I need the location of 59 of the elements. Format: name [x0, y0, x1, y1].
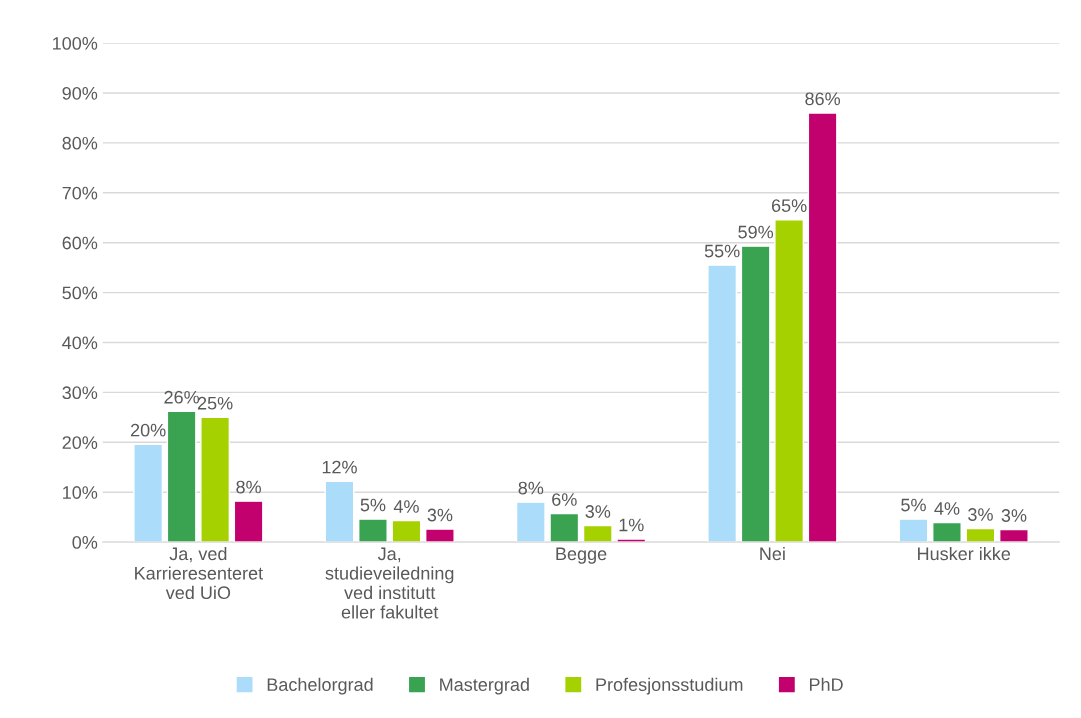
bar — [133, 443, 164, 543]
y-tick-label: 50% — [62, 286, 98, 300]
y-tick-label: 10% — [63, 486, 98, 499]
y-tick-label: 80% — [62, 136, 98, 150]
legend-label: Mastergrad — [440, 677, 529, 695]
data-label: 3% — [585, 505, 611, 518]
legend-label: Profesjonsstudium — [596, 677, 743, 695]
y-tick-label: 0% — [72, 536, 98, 549]
y-tick-label: 40% — [62, 336, 98, 350]
legend-label: Bachelorgrad — [267, 677, 373, 695]
bar — [324, 480, 355, 543]
x-tick-label: Nei — [760, 546, 785, 561]
data-label: 1% — [619, 518, 644, 532]
bar — [707, 264, 738, 543]
data-label: 59% — [738, 225, 774, 239]
data-label: 4% — [934, 502, 960, 515]
x-tick-label: Ja, studieveiledning ved institutt eller fakultet — [325, 547, 454, 619]
bar — [999, 528, 1029, 543]
y-tick-label: 60% — [62, 236, 98, 250]
bar — [965, 527, 996, 543]
data-label: 3% — [968, 508, 993, 521]
bar — [391, 519, 422, 543]
bar — [233, 500, 264, 543]
data-label: 4% — [393, 500, 419, 513]
bar — [166, 410, 197, 543]
bar — [898, 518, 929, 543]
data-label: 5% — [901, 498, 926, 512]
data-label: 86% — [805, 92, 841, 106]
data-label: 20% — [130, 423, 166, 437]
bar — [200, 416, 231, 543]
data-label: 3% — [1001, 509, 1027, 522]
y-tick-label: 20% — [62, 436, 98, 450]
data-label: 8% — [518, 481, 544, 495]
bar — [932, 521, 962, 543]
bar — [774, 219, 805, 543]
bar — [740, 245, 771, 543]
bar — [425, 528, 455, 543]
x-tick-label: Begge — [556, 547, 607, 564]
data-label: 25% — [197, 396, 233, 410]
data-label: 55% — [704, 244, 740, 258]
data-label: 6% — [552, 493, 577, 506]
bar — [515, 501, 546, 543]
y-tick-label: 90% — [62, 86, 98, 100]
y-tick-label: 70% — [62, 186, 98, 200]
y-tick-label: 30% — [62, 386, 98, 400]
x-tick-label: Ja, ved Karrieresenteret ved UiO — [135, 546, 263, 600]
bar — [582, 524, 613, 543]
bar — [807, 112, 838, 543]
y-tick-label: 100% — [53, 37, 98, 50]
data-label: 3% — [427, 508, 453, 522]
x-tick-label: Husker ikke — [918, 546, 1011, 561]
data-label: 5% — [360, 498, 386, 512]
data-label: 8% — [236, 480, 261, 494]
data-label: 26% — [164, 390, 200, 404]
data-label: 12% — [322, 460, 357, 474]
bar — [549, 512, 580, 543]
data-label: 65% — [771, 199, 807, 212]
legend-label: PhD — [809, 677, 843, 691]
bar — [358, 518, 388, 543]
